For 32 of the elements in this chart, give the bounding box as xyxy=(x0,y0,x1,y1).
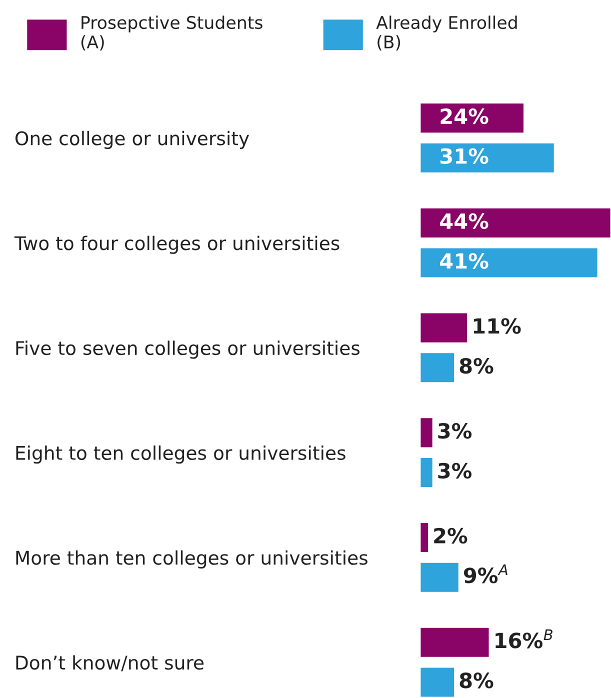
y-tick-label: Don’t know/not sure xyxy=(16,655,204,672)
data-label: 3% xyxy=(438,462,472,479)
bar xyxy=(420,102,525,134)
data-label: 31% xyxy=(440,148,488,164)
y-tick-label: One college or university xyxy=(15,130,250,150)
bar xyxy=(420,666,456,698)
bar xyxy=(420,456,434,488)
bar xyxy=(420,522,430,554)
y-tick-label: More than ten colleges or universities xyxy=(16,550,368,568)
data-label: 11% xyxy=(474,318,521,334)
y-tick-label: Two to four colleges or universities xyxy=(14,236,340,254)
data-label: 44% xyxy=(440,213,488,229)
y-tick-label: Five to seven colleges or universities xyxy=(16,340,360,359)
data-label: 3% xyxy=(438,422,472,439)
data-label: 16%$^{B}$ xyxy=(496,629,552,648)
bar xyxy=(420,626,490,658)
bar xyxy=(420,352,456,384)
bar xyxy=(420,562,460,594)
data-label: 41% xyxy=(440,253,488,269)
bar xyxy=(420,312,468,344)
bar xyxy=(420,416,434,449)
bar xyxy=(420,246,599,279)
data-label: 8% xyxy=(460,358,494,374)
data-label: 24% xyxy=(440,108,488,124)
y-tick-label: Eight to ten colleges or universities xyxy=(16,445,346,464)
legend-label: Prosepctive Students (A) xyxy=(81,16,262,51)
data-label: 2% xyxy=(434,528,468,544)
data-label: 9%$^{A}$ xyxy=(464,564,508,584)
data-label: 8% xyxy=(460,672,494,688)
bar xyxy=(420,207,611,239)
legend-label: Already Enrolled (B) xyxy=(376,16,517,51)
bar xyxy=(420,142,556,174)
